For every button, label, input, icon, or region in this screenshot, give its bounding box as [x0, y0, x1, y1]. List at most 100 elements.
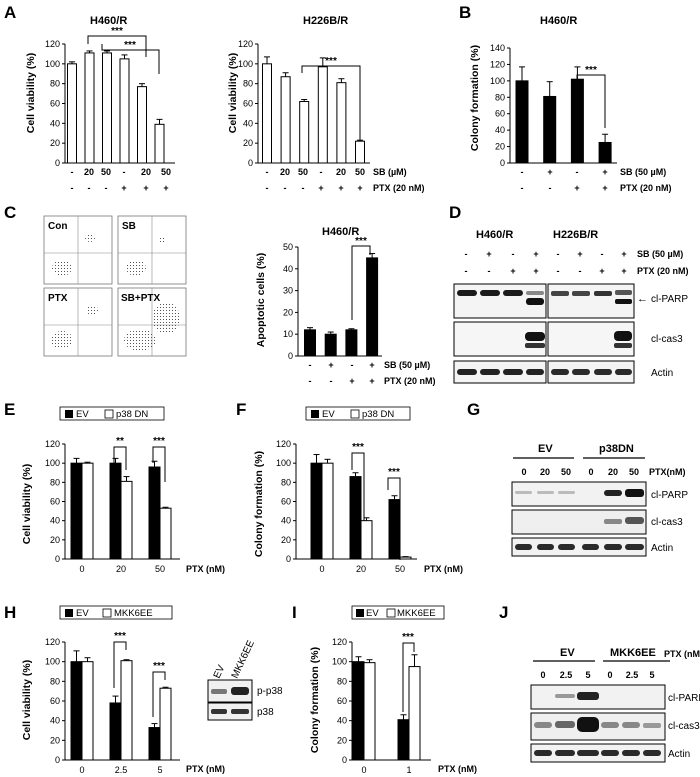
- panel-i-bracket: ***: [402, 632, 415, 712]
- chart-b-ytick-label: 60: [495, 109, 505, 119]
- a-right-ptx-3: -: [302, 183, 305, 193]
- chart-c-ytick-label: 20: [283, 307, 293, 317]
- c-sb-2: +: [328, 360, 333, 370]
- chart-i-ytick-label: 40: [337, 716, 347, 726]
- a-left-ptx-4: +: [121, 183, 126, 193]
- flow-label-con: Con: [48, 221, 67, 232]
- panel-g-ptx-row: 0 20 50 0 20 50 PTX(nM): [521, 467, 685, 477]
- panel-e-sig-1: **: [116, 436, 124, 447]
- chart-a-right-bar-3: [299, 101, 310, 164]
- d-ptx-4: +: [533, 266, 538, 276]
- legend-e-p38-swatch: [104, 409, 114, 419]
- chart-a-right-ytick-label: 20: [243, 138, 253, 148]
- chart-a-left-ytick-label: 100: [45, 59, 60, 69]
- legend-i-ev-swatch: [356, 609, 364, 617]
- panel-e-bracket-1: **: [113, 436, 127, 470]
- chart-a-right-bar-2: [280, 76, 291, 164]
- chart-i-xtick-label: 1: [406, 765, 411, 775]
- panel-c-title: H460/R: [322, 226, 359, 238]
- d-sb-1: -: [465, 249, 468, 259]
- chart-f-xtick-label: 20: [356, 564, 366, 574]
- panel-a-right-sb-row: - 20 50 - 20 50 SB (µM): [266, 167, 407, 177]
- chart-c-ytick-label: 30: [283, 286, 293, 296]
- flow-plot-con: Con: [43, 215, 113, 285]
- chart-i-bar-mkk6ee-1: [363, 662, 376, 761]
- chart-e-bar-ev-2: [109, 462, 122, 560]
- chart-a-right-bar-1: [262, 63, 272, 164]
- chart-e-ytick-label: 120: [45, 439, 60, 449]
- chart-h-bar-mkk6ee-2: [120, 660, 133, 761]
- chart-a-right-ytick-label: 100: [238, 59, 253, 69]
- chart-h-ytick-label: 80: [50, 676, 60, 686]
- blot-g-cl-parp: [511, 481, 647, 507]
- chart-a-left-ytick-label: 0: [55, 158, 60, 168]
- chart-a-left-bar-5: [137, 86, 147, 164]
- chart-f-bar-p38-dn-1: [321, 462, 334, 560]
- panel-b-ylabel: Colony formation (%): [469, 45, 481, 151]
- legend-i-mkk: MKK6EE: [397, 608, 436, 619]
- panel-i-xlabel: PTX (nM): [438, 764, 477, 774]
- panel-g-group-ev: EV: [538, 443, 553, 455]
- chart-e-ytick-label: 100: [45, 458, 60, 468]
- panel-g-ptx-label: PTX(nM): [649, 467, 686, 477]
- panel-i-legend: EV MKK6EE: [351, 605, 445, 620]
- chart-i-ytick-label: 80: [337, 676, 347, 686]
- panel-h-inset-blot: EV MKK6EE p-p38 p38: [207, 639, 283, 721]
- a-left-ptx-1: -: [71, 183, 74, 193]
- legend-h-ev: EV: [76, 608, 89, 619]
- panel-b-sig: ***: [585, 65, 597, 76]
- b-sb-2: +: [547, 167, 552, 177]
- chart-a-left-ytick-label: 60: [50, 99, 60, 109]
- g-ptx-4: 0: [588, 467, 593, 477]
- panel-d-sb-row: - + - + - + - + SB (50 µM): [465, 249, 684, 259]
- a-left-sb-1: -: [71, 167, 74, 177]
- panel-a-sig-2: ***: [124, 40, 136, 51]
- chart-c-bar-1: [304, 329, 316, 357]
- chart-f-ytick-label: 40: [281, 516, 291, 526]
- chart-b-bar-1: [515, 80, 529, 164]
- c-ptx-2: -: [330, 376, 333, 386]
- panel-d-left-title: H460/R: [476, 229, 513, 241]
- a-left-sb-2: 20: [84, 167, 94, 177]
- a-left-sb-4: -: [123, 167, 126, 177]
- chart-h-xtick-label: 0: [79, 765, 84, 775]
- panel-a-bracket-2: ***: [101, 40, 160, 74]
- chart-f-ytick-label: 60: [281, 497, 291, 507]
- chart-h-bar-mkk6ee-1: [81, 661, 94, 761]
- a-right-sb-6: 50: [355, 167, 365, 177]
- b-sb-4: +: [602, 167, 607, 177]
- d-sb-2: +: [486, 249, 491, 259]
- panel-a-left-sb-row: - 20 50 - 20 50: [71, 167, 172, 177]
- chart-e-ytick-label: 80: [50, 477, 60, 487]
- flow-label-sb: SB: [122, 221, 136, 232]
- legend-e-ev: EV: [76, 409, 89, 420]
- chart-f-ytick-label: 100: [276, 458, 291, 468]
- chart-h-ytick-label: 60: [50, 696, 60, 706]
- chart-h-bar-ev-3: [148, 727, 161, 761]
- c-sb-4: +: [369, 360, 374, 370]
- panel-a-ptx-label: PTX (20 nM): [373, 183, 425, 193]
- chart-f-ytick-label: 0: [286, 554, 291, 564]
- panel-b-title: H460/R: [540, 15, 577, 27]
- panel-c-ylabel: Apoptotic cells (%): [255, 253, 267, 348]
- legend-f-ev: EV: [322, 409, 335, 420]
- chart-e-ytick-label: 20: [50, 535, 60, 545]
- panel-a-bracket-3: ***: [301, 56, 361, 140]
- chart-e-ytick-label: 0: [55, 554, 60, 564]
- chart-h-bar-mkk6ee-3: [159, 687, 172, 761]
- panel-h-ylabel: Cell viability (%): [21, 660, 33, 741]
- d-sb-3: -: [512, 249, 515, 259]
- chart-f-bar-ev-2: [349, 476, 362, 560]
- chart-b-ytick-label: 40: [495, 125, 505, 135]
- panel-f-sig-2: ***: [388, 467, 400, 478]
- chart-a-right-ytick-label: 0: [248, 158, 253, 168]
- g-ptx-3: 50: [561, 467, 571, 477]
- band-g-cl-cas3: cl-cas3: [651, 517, 683, 528]
- chart-a-left-ytick-label: 40: [50, 118, 60, 128]
- a-left-ptx-2: -: [88, 183, 91, 193]
- g-ptx-6: 50: [629, 467, 639, 477]
- legend-h-mkk: MKK6EE: [114, 608, 153, 619]
- b-ptx-3: +: [574, 183, 579, 193]
- band-j-cl-parp: cl-PARP: [668, 693, 700, 704]
